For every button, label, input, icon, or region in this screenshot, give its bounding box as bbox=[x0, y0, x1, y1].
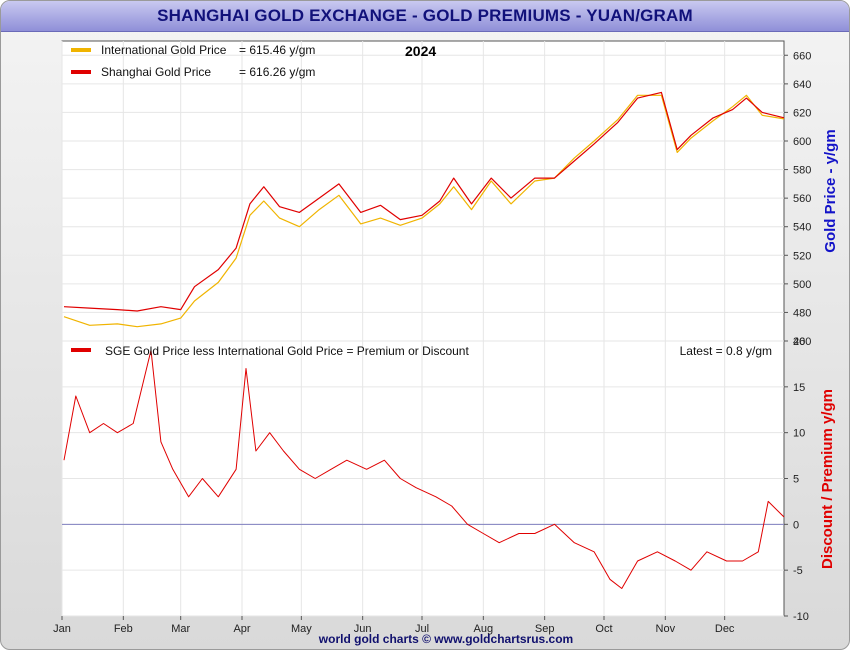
latest-label: Latest = 0.8 y/gm bbox=[680, 344, 772, 358]
top-y-tick-label: 500 bbox=[793, 279, 811, 291]
chart-title: SHANGHAI GOLD EXCHANGE - GOLD PREMIUMS -… bbox=[1, 1, 849, 32]
x-tick-label: May bbox=[291, 623, 312, 635]
legend-swatch-premium bbox=[71, 348, 91, 352]
bottom-y-tick-label: -5 bbox=[793, 565, 803, 577]
top-y-tick-label: 560 bbox=[793, 193, 811, 205]
x-tick-label: Feb bbox=[114, 623, 133, 635]
top-y-tick-label: 580 bbox=[793, 165, 811, 177]
x-tick-label: Jun bbox=[354, 623, 372, 635]
top-y-tick-label: 620 bbox=[793, 107, 811, 119]
bottom-y-tick-label: 10 bbox=[793, 428, 805, 440]
international-gold-price-line bbox=[63, 94, 785, 328]
legend-international-value: = 615.46 y/gm bbox=[239, 43, 315, 57]
bottom-y-tick-label: 20 bbox=[793, 336, 805, 348]
legend-swatch-international bbox=[71, 48, 91, 52]
top-series bbox=[63, 91, 785, 328]
top-y-ticks: 460 480 500 520 540 560 580 600 620 640 660 bbox=[784, 50, 811, 348]
x-tick-label: Oct bbox=[595, 623, 612, 635]
bottom-y-tick-label: 0 bbox=[793, 519, 799, 531]
x-tick-label: Aug bbox=[474, 623, 494, 635]
legend-shanghai-value: = 616.26 y/gm bbox=[239, 65, 315, 79]
bottom-y-ticks: -10 -5 0 5 10 15 20 bbox=[784, 336, 809, 623]
legend-shanghai-label: Shanghai Gold Price bbox=[101, 65, 211, 79]
top-y-tick-label: 520 bbox=[793, 250, 811, 262]
top-y-axis-label: Gold Price - y/gm bbox=[822, 129, 839, 252]
footer-credit: world gold charts © www.goldchartsrus.co… bbox=[318, 632, 573, 646]
legend-swatch-shanghai bbox=[71, 70, 91, 74]
top-y-tick-label: 640 bbox=[793, 79, 811, 91]
x-tick-label: Jan bbox=[53, 623, 71, 635]
x-ticks: Jan Feb Mar Apr May Jun Jul Aug Sep Oct Nov Dec bbox=[53, 616, 735, 635]
bottom-y-tick-label: 15 bbox=[793, 382, 805, 394]
bottom-y-tick-label: 5 bbox=[793, 474, 799, 486]
legend-premium-label: SGE Gold Price less International Gold P… bbox=[105, 344, 469, 358]
shanghai-gold-price-line bbox=[63, 91, 785, 312]
x-tick-label: Dec bbox=[715, 623, 735, 635]
top-y-tick-label: 540 bbox=[793, 222, 811, 234]
x-tick-label: Apr bbox=[233, 623, 250, 635]
top-y-tick-label: 480 bbox=[793, 307, 811, 319]
bottom-series bbox=[63, 349, 785, 589]
top-panel bbox=[61, 40, 785, 342]
x-tick-label: Jul bbox=[415, 623, 429, 635]
x-tick-label: Mar bbox=[171, 623, 190, 635]
x-tick-label: Sep bbox=[535, 623, 555, 635]
top-y-tick-label: 600 bbox=[793, 136, 811, 148]
legend-international-label: International Gold Price bbox=[101, 43, 227, 57]
top-y-tick-label: 660 bbox=[793, 50, 811, 62]
x-tick-label: Nov bbox=[656, 623, 676, 635]
top-y-tick-label: 460 bbox=[793, 336, 811, 348]
bottom-y-tick-label: -10 bbox=[793, 611, 809, 623]
year-label: 2024 bbox=[405, 43, 436, 59]
premium-discount-line bbox=[63, 349, 785, 589]
bottom-y-axis-label: Discount / Premium y/gm bbox=[819, 389, 836, 569]
